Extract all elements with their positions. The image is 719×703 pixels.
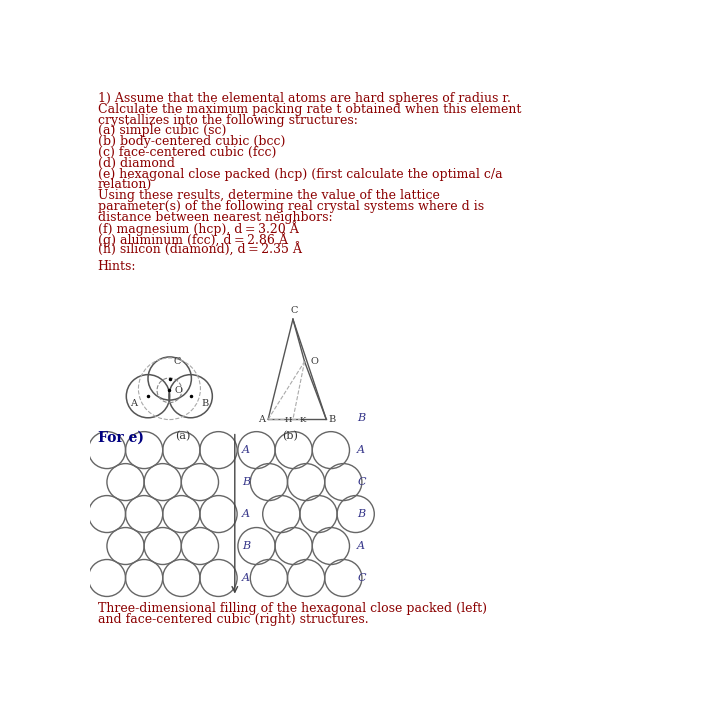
Text: (f) magnesium (hcp), d = 3.20 Å: (f) magnesium (hcp), d = 3.20 Å <box>98 221 298 236</box>
Text: A: A <box>242 445 249 455</box>
Text: Using these results, determine the value of the lattice: Using these results, determine the value… <box>98 189 439 202</box>
Text: (c) face-centered cubic (fcc): (c) face-centered cubic (fcc) <box>98 146 276 159</box>
Text: A: A <box>131 399 137 408</box>
Text: A: A <box>357 541 365 551</box>
Text: (a): (a) <box>175 431 191 441</box>
Text: A: A <box>258 415 265 425</box>
Text: Calculate the maximum packing rate t obtained when this element: Calculate the maximum packing rate t obt… <box>98 103 521 116</box>
Text: Three-dimensional filling of the hexagonal close packed (left): Three-dimensional filling of the hexagon… <box>98 602 487 615</box>
Text: (b): (b) <box>282 431 298 441</box>
Text: O: O <box>311 357 319 366</box>
Text: C: C <box>357 573 366 583</box>
Text: (d) diamond: (d) diamond <box>98 157 175 169</box>
Text: H: H <box>285 416 292 425</box>
Text: B: B <box>357 413 365 423</box>
Text: B: B <box>357 509 365 519</box>
Text: B: B <box>242 541 250 551</box>
Text: C: C <box>357 477 366 487</box>
Text: relation): relation) <box>98 179 152 191</box>
Text: distance between nearest neighbors:: distance between nearest neighbors: <box>98 211 332 224</box>
Text: (b) body-centered cubic (bcc): (b) body-centered cubic (bcc) <box>98 135 285 148</box>
Text: parameter(s) of the following real crystal systems where d is: parameter(s) of the following real cryst… <box>98 200 484 213</box>
Text: C: C <box>174 357 181 366</box>
Text: A: A <box>242 509 249 519</box>
Text: O: O <box>174 386 182 395</box>
Text: and face-centered cubic (right) structures.: and face-centered cubic (right) structur… <box>98 612 368 626</box>
Text: (g) aluminum (fcc), d = 2.86 Å: (g) aluminum (fcc), d = 2.86 Å <box>98 232 288 247</box>
Text: B: B <box>329 415 336 425</box>
Text: B: B <box>201 399 209 408</box>
Text: (h) silicon (diamond), d = 2.35 Å: (h) silicon (diamond), d = 2.35 Å <box>98 243 302 257</box>
Text: Hints:: Hints: <box>98 260 136 273</box>
Text: A: A <box>357 445 365 455</box>
Text: C: C <box>290 306 298 315</box>
Text: B: B <box>242 477 250 487</box>
Text: A: A <box>242 573 249 583</box>
Text: (a) simple cubic (sc): (a) simple cubic (sc) <box>98 124 226 137</box>
Text: K: K <box>300 416 306 425</box>
Text: (e) hexagonal close packed (hcp) (first calculate the optimal c/a: (e) hexagonal close packed (hcp) (first … <box>98 167 503 181</box>
Text: 1) Assume that the elemental atoms are hard spheres of radius r.: 1) Assume that the elemental atoms are h… <box>98 92 510 105</box>
Text: For e): For e) <box>98 431 144 445</box>
Text: crystallizes into the following structures:: crystallizes into the following structur… <box>98 114 357 127</box>
